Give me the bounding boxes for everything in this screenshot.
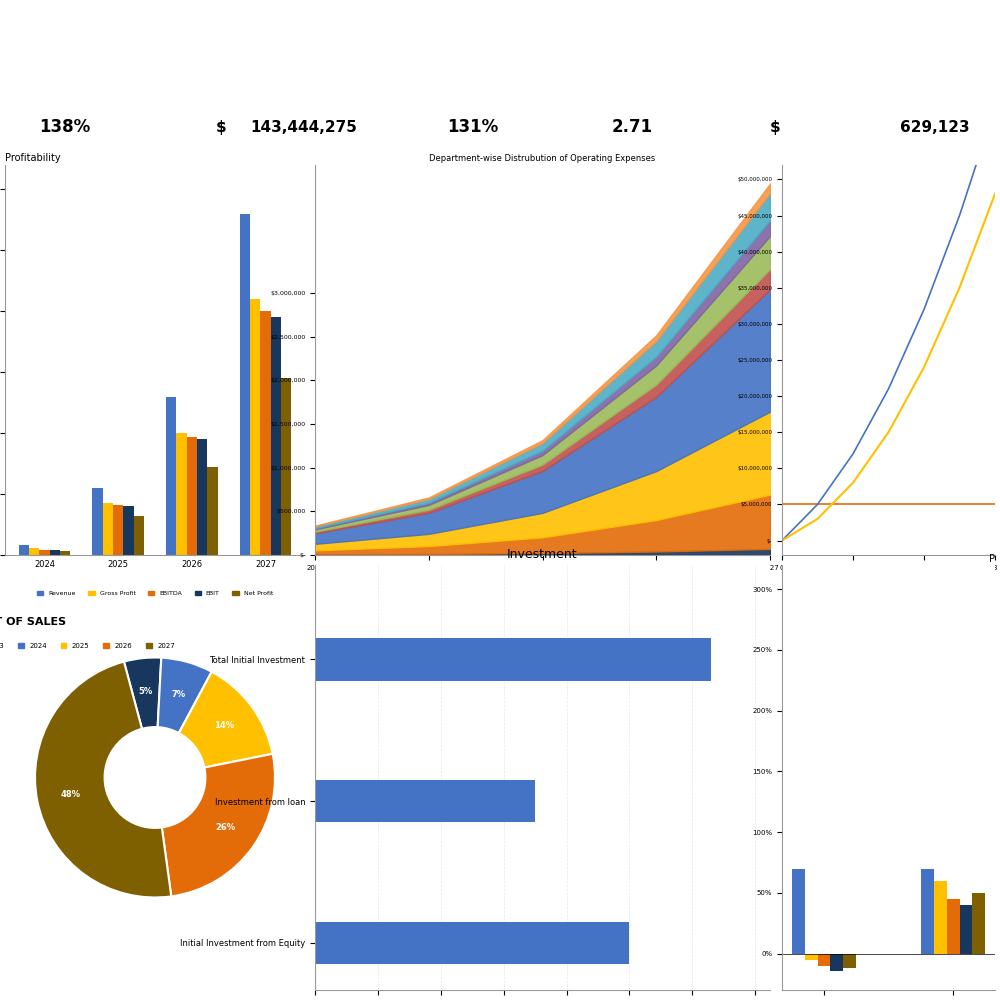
Bar [240, 214, 250, 555]
Text: Payback Period: Payback Period [590, 75, 675, 85]
Variable Costs [918, 361, 930, 373]
Bar [39, 550, 50, 555]
Legend: 2023, 2024, 2025, 2026, 2027: 2023, 2024, 2025, 2026, 2027 [0, 640, 178, 652]
Bar [271, 317, 281, 555]
Bar [934, 881, 947, 954]
Bar [92, 488, 103, 555]
Text: 14%: 14% [214, 721, 234, 730]
Fixed Costs [776, 498, 788, 510]
Wedge shape [162, 754, 275, 896]
Bar [960, 905, 972, 954]
Revenue [847, 448, 859, 460]
Legend: Revenue, Gross Profit, EBITDA, EBIT, Net Profit: Revenue, Gross Profit, EBITDA, EBIT, Net… [35, 588, 275, 599]
Bar [187, 437, 197, 555]
Text: 138%: 138% [39, 118, 91, 136]
Text: Revenue Growth: Revenue Growth [19, 75, 111, 85]
Text: 143,444,275: 143,444,275 [251, 120, 358, 135]
Text: P: P [989, 554, 995, 564]
Wedge shape [124, 657, 161, 729]
Revenue [989, 101, 1000, 113]
Bar [830, 954, 843, 971]
Bar [921, 869, 934, 954]
Text: 26%: 26% [215, 823, 235, 832]
Variable Costs [847, 477, 859, 489]
Bar [843, 954, 856, 968]
Legend: Fixed Costs, Revenue, Variable Costs: Fixed Costs, Revenue, Variable Costs [830, 582, 947, 599]
Line: Revenue: Revenue [782, 107, 995, 541]
Wedge shape [179, 672, 273, 768]
Variable Costs [883, 426, 895, 438]
Bar [818, 954, 830, 966]
Text: 2.71: 2.71 [612, 118, 653, 136]
Text: 5%: 5% [139, 687, 153, 696]
Bar [315, 780, 535, 822]
Variable Costs [954, 282, 966, 294]
Title: Investment: Investment [507, 548, 578, 561]
Bar [250, 299, 260, 555]
Revenue [812, 498, 824, 510]
Text: Total Additional Funding: Total Additional Funding [803, 75, 937, 85]
Bar [166, 397, 176, 555]
Fixed Costs [812, 498, 824, 510]
Bar [60, 551, 70, 555]
Fixed Costs [847, 498, 859, 510]
Title: Department-wise Distrubution of Operating Expenses: Department-wise Distrubution of Operatin… [429, 154, 656, 163]
Fixed Costs [918, 498, 930, 510]
Bar [197, 439, 207, 555]
Fixed Costs [954, 498, 966, 510]
Text: 7%: 7% [171, 690, 185, 699]
Bar [123, 506, 134, 555]
Variable Costs [989, 188, 1000, 200]
Variable Costs [812, 513, 824, 525]
Bar [260, 311, 271, 555]
Bar [315, 922, 629, 964]
Bar [315, 638, 711, 681]
Bar [176, 433, 187, 555]
Bar [947, 899, 960, 954]
Revenue [954, 210, 966, 222]
Line: Variable Costs: Variable Costs [782, 194, 995, 541]
Bar [29, 548, 39, 555]
Legend: HR&P, Administration, Facilities Management, Member Services, Finance and Traini: HR&P, Administration, Facilities Managem… [374, 587, 711, 603]
Bar [50, 550, 60, 555]
Bar [113, 505, 123, 555]
Bar [281, 378, 291, 555]
Text: Profitability: Profitability [5, 153, 61, 163]
Text: $: $ [216, 120, 226, 135]
Variable Costs [776, 535, 788, 547]
Text: Dashboard: Dashboard [415, 10, 585, 38]
Bar [805, 954, 818, 960]
Fixed Costs [989, 498, 1000, 510]
Wedge shape [158, 658, 212, 733]
Text: 48%: 48% [60, 790, 80, 799]
Text: 131%: 131% [447, 118, 498, 136]
Text: $: $ [770, 120, 780, 135]
Revenue [918, 303, 930, 315]
Bar [792, 869, 805, 954]
Bar [103, 503, 113, 555]
Bar [134, 516, 144, 555]
Bar [207, 467, 218, 555]
Fixed Costs [883, 498, 895, 510]
Revenue [883, 383, 895, 395]
Bar [19, 545, 29, 555]
Revenue [776, 535, 788, 547]
Text: 629,123: 629,123 [900, 120, 970, 135]
Wedge shape [35, 662, 171, 897]
Text: NPV of the Company: NPV of the Company [231, 75, 344, 85]
Bar [972, 893, 985, 954]
Text: COST OF SALES: COST OF SALES [0, 617, 66, 627]
Text: IRR: IRR [463, 75, 482, 85]
